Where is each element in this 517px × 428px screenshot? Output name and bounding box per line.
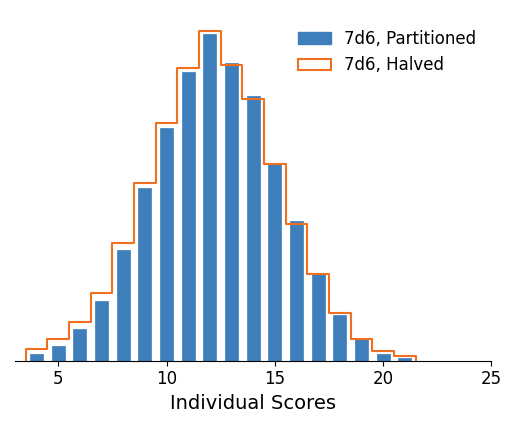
Bar <box>377 354 390 361</box>
Bar <box>30 354 43 361</box>
Bar <box>95 300 108 361</box>
Bar <box>203 34 217 361</box>
Bar <box>268 163 281 361</box>
Bar <box>398 358 412 361</box>
Bar <box>225 63 238 361</box>
Bar <box>117 250 130 361</box>
Bar <box>139 188 151 361</box>
Bar <box>355 339 368 361</box>
Bar <box>247 96 260 361</box>
Bar <box>73 330 86 361</box>
Legend: 7d6, Partitioned, 7d6, Halved: 7d6, Partitioned, 7d6, Halved <box>291 24 483 81</box>
X-axis label: Individual Scores: Individual Scores <box>170 394 336 413</box>
Bar <box>312 274 325 361</box>
Bar <box>52 346 65 361</box>
Bar <box>333 315 346 361</box>
Bar <box>182 72 195 361</box>
Bar <box>160 128 173 361</box>
Bar <box>290 221 303 361</box>
